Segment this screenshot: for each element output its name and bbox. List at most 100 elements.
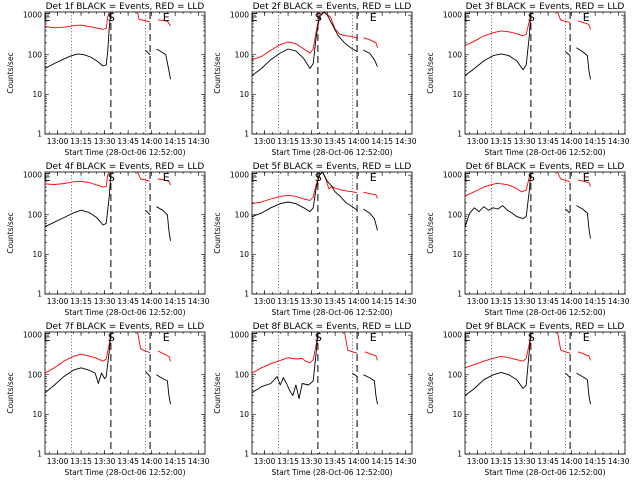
y-tick-label: 100 [28, 370, 43, 379]
lld-series-line [44, 11, 110, 30]
x-tick-label: 13:30 [301, 297, 323, 306]
y-tick-label: 1 [244, 290, 249, 299]
x-axis-label: Start Time (28-Oct-06 12:52:00) [64, 308, 185, 317]
x-tick-label: 13:00 [467, 457, 489, 466]
plot-frame [464, 171, 626, 295]
panel-title: Det 4f BLACK = Events, RED = LLD [46, 162, 205, 172]
x-tick-label: 13:00 [47, 297, 69, 306]
panel-title: Det 5f BLACK = Events, RED = LLD [253, 162, 412, 172]
x-axis-label: Start Time (28-Oct-06 12:52:00) [271, 148, 392, 157]
interval-marker: S [315, 11, 322, 24]
interval-marker: E [251, 331, 258, 344]
interval-marker: S [108, 171, 115, 184]
interval-marker: E [163, 171, 170, 184]
x-tick-label: 13:30 [301, 137, 323, 146]
events-series-line [145, 209, 151, 216]
x-tick-label: 14:30 [395, 457, 417, 466]
lld-series-line [464, 11, 532, 47]
lld-series-line [157, 350, 171, 362]
x-tick-label: 14:00 [561, 457, 583, 466]
events-series-line [156, 374, 171, 405]
y-tick-label: 1000 [443, 11, 462, 20]
x-axis-label: Start Time (28-Oct-06 12:52:00) [484, 468, 605, 477]
lld-series-line [557, 171, 571, 183]
events-series-line [565, 208, 571, 214]
x-tick-label: 13:15 [70, 297, 92, 306]
y-tick-label: 10 [452, 90, 462, 99]
y-tick-label: 10 [239, 410, 249, 419]
x-axis-label: Start Time (28-Oct-06 12:52:00) [64, 468, 185, 477]
y-tick-label: 1 [244, 450, 249, 459]
x-tick-label: 13:15 [490, 297, 512, 306]
events-series-line [464, 11, 532, 76]
lld-series-line [157, 178, 171, 186]
interval-marker: E [583, 11, 590, 24]
x-tick-label: 13:15 [277, 297, 299, 306]
x-tick-label: 14:15 [584, 297, 606, 306]
interval-marker: E [464, 11, 471, 24]
x-tick-label: 14:15 [584, 137, 606, 146]
events-series-line [352, 372, 358, 377]
lld-series-line [251, 171, 358, 205]
x-tick-label: 13:15 [277, 457, 299, 466]
x-tick-label: 13:15 [490, 137, 512, 146]
panel-title: Det 3f BLACK = Events, RED = LLD [466, 2, 625, 12]
x-tick-label: 14:00 [348, 457, 370, 466]
events-series-line [251, 171, 358, 218]
lld-series-line [344, 331, 358, 354]
events-series-line [576, 372, 591, 405]
y-axis-label: Counts/sec [6, 52, 15, 93]
events-series-line [576, 205, 591, 239]
x-tick-label: 14:00 [141, 457, 163, 466]
interval-marker: E [464, 331, 471, 344]
plot-frame [44, 11, 206, 135]
panel-title: Det 7f BLACK = Events, RED = LLD [46, 322, 205, 332]
events-series-line [576, 47, 591, 80]
plot-frame [44, 331, 206, 455]
y-tick-label: 1000 [23, 171, 42, 180]
lld-series-line [363, 191, 378, 199]
x-tick-label: 14:00 [561, 297, 583, 306]
lld-series-line [557, 11, 571, 23]
plot-frame [251, 331, 413, 455]
x-tick-label: 14:15 [164, 297, 186, 306]
lld-series-line [137, 331, 151, 354]
x-tick-label: 13:30 [514, 297, 536, 306]
y-tick-label: 10 [452, 410, 462, 419]
x-tick-label: 14:15 [164, 457, 186, 466]
y-tick-label: 10 [452, 250, 462, 259]
plot-frame [464, 11, 626, 135]
panel-title: Det 1f BLACK = Events, RED = LLD [46, 2, 205, 12]
detector-panel: Det 4f BLACK = Events, RED = LLD Counts/s… [6, 162, 210, 317]
y-tick-label: 100 [235, 50, 250, 59]
x-tick-label: 14:30 [608, 457, 630, 466]
events-series-line [44, 331, 112, 394]
y-tick-label: 1000 [23, 331, 42, 340]
y-tick-label: 10 [32, 90, 42, 99]
y-axis-label: Counts/sec [213, 212, 222, 253]
events-series-line [464, 331, 532, 396]
x-axis-label: Start Time (28-Oct-06 12:52:00) [271, 308, 392, 317]
panel-title: Det 6f BLACK = Events, RED = LLD [466, 162, 625, 172]
detector-panel: Det 9f BLACK = Events, RED = LLD Counts/s… [426, 322, 630, 477]
lld-series-line [464, 331, 532, 369]
detector-panel: Det 7f BLACK = Events, RED = LLD Counts/s… [6, 322, 210, 477]
x-tick-label: 14:30 [608, 297, 630, 306]
x-tick-label: 13:15 [490, 457, 512, 466]
x-tick-label: 14:00 [348, 297, 370, 306]
interval-marker: E [370, 331, 377, 344]
detector-panel: Det 5f BLACK = Events, RED = LLD Counts/s… [213, 162, 417, 317]
plot-frame [251, 171, 413, 295]
y-tick-label: 1 [37, 450, 42, 459]
x-tick-label: 14:30 [608, 137, 630, 146]
detector-panel: Det 1f BLACK = Events, RED = LLD Counts/s… [6, 2, 210, 157]
x-axis-label: Start Time (28-Oct-06 12:52:00) [64, 148, 185, 157]
x-tick-label: 14:15 [371, 297, 393, 306]
y-axis-label: Counts/sec [426, 52, 435, 93]
x-tick-label: 13:15 [70, 137, 92, 146]
x-tick-label: 13:30 [94, 297, 116, 306]
events-series-line [251, 11, 358, 76]
interval-marker: E [44, 331, 51, 344]
interval-marker: S [315, 331, 322, 344]
y-tick-label: 1 [457, 290, 462, 299]
